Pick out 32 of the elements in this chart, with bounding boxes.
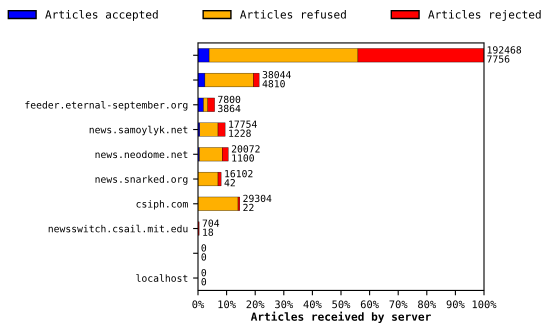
x-tick-label: 20%	[246, 300, 264, 308]
y-tick-label: news.neodome.net	[96, 150, 188, 158]
x-tick-label: 90%	[446, 300, 465, 308]
total-label: 0 0	[201, 268, 206, 286]
y-tick-label: feeder.eternal-september.org	[25, 101, 188, 111]
total-label: 16102 42	[224, 170, 252, 186]
y-tick-label: csiph.com	[136, 200, 188, 210]
total-label: 7800 3864	[218, 96, 240, 112]
x-tick-label: 60%	[360, 300, 379, 308]
y-tick-label: localhost	[136, 274, 188, 282]
total-label: 704 18	[202, 219, 220, 236]
x-tick-label: 0%	[192, 300, 204, 308]
y-tick-label: news.samoylyk.net	[90, 126, 188, 136]
legend-label: Articles rejected	[428, 10, 541, 21]
total-label: 38044 4810	[262, 70, 291, 88]
x-tick-label: 40%	[304, 300, 322, 308]
legend-label: Articles refused	[240, 10, 346, 19]
x-tick-label: 50%	[332, 300, 350, 308]
x-tick-label: 70%	[390, 300, 408, 308]
x-tick-label: 30%	[275, 300, 294, 308]
x-tick-label: 80%	[418, 300, 436, 308]
y-tick-label: news.snarked.org	[96, 175, 188, 185]
x-tick-label: 100%	[472, 300, 496, 308]
total-label: 29304 22	[243, 194, 272, 212]
x-axis-title: Articles received by server	[250, 312, 431, 323]
total-label: 17754 1228	[229, 120, 257, 137]
total-label: 192468 7756	[487, 46, 522, 63]
x-tick-label: 10%	[218, 300, 236, 308]
total-label: 0 0	[201, 244, 206, 261]
legend-label: Articles accepted	[45, 10, 158, 21]
total-label: 20072 1100	[232, 145, 260, 162]
y-tick-label: newsswitch.csail.mit.edu	[48, 224, 188, 232]
